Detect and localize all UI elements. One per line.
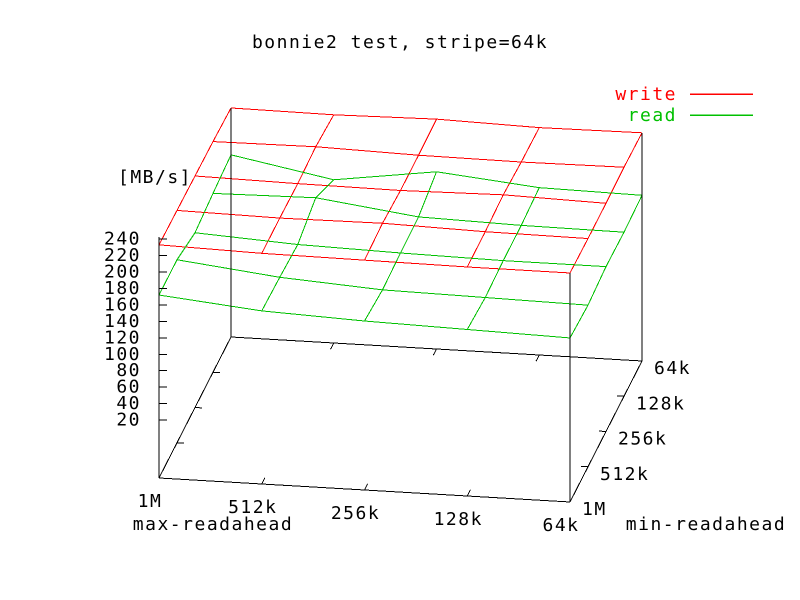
x-tick-label: 1M: [138, 491, 163, 512]
z-tick-label: 120: [104, 327, 141, 348]
z-tick-label: 80: [116, 360, 141, 381]
y-axis-label: min-readahead: [626, 514, 786, 535]
mesh-col-write: [261, 114, 335, 254]
mesh-row-read: [194, 232, 607, 268]
z-tick-label: 240: [104, 229, 141, 250]
mesh-col-read: [158, 154, 232, 296]
mesh-col-write: [158, 107, 232, 246]
surface-meshes: [158, 107, 643, 339]
mesh-row-write: [158, 244, 571, 274]
z-tick-label: 200: [104, 262, 141, 283]
x-tick-label: 128k: [434, 509, 483, 530]
y-tick-label: 64k: [654, 358, 691, 379]
x-axis-label: max-readahead: [133, 514, 293, 535]
z-tick-label: 220: [104, 245, 141, 266]
z-axis-label: [MB/s]: [118, 167, 192, 188]
mesh-col-read: [364, 171, 437, 322]
z-tick-label: 100: [104, 344, 141, 365]
legend-label-read: read: [628, 105, 677, 126]
x-tick: [466, 489, 471, 497]
x-tick: [261, 477, 266, 485]
x-tick-mirror: [227, 336, 232, 344]
y-tick-label: 128k: [636, 393, 685, 414]
mesh-row-read: [176, 259, 589, 306]
mesh-col-read: [261, 179, 335, 312]
x-tick-mirror: [638, 360, 643, 368]
x-tick-label: 512k: [228, 497, 277, 518]
axes: [158, 107, 643, 503]
x-tick-mirror: [432, 348, 437, 356]
z-tick-label: 40: [116, 393, 141, 414]
chart-title: bonnie2 test, stripe=64k: [252, 32, 548, 53]
y-tick-label: 256k: [618, 429, 667, 450]
mesh-col-write: [569, 132, 643, 274]
x-tick: [158, 471, 163, 479]
z-tick-label: 180: [104, 278, 141, 299]
z-tick-label: 60: [116, 377, 141, 398]
mesh-read: [158, 154, 643, 339]
mesh-col-read: [466, 187, 540, 330]
mesh-write: [158, 107, 643, 274]
mesh-col-read: [569, 195, 643, 339]
mesh-row-write: [230, 107, 643, 134]
mesh-col-write: [364, 118, 437, 261]
x-tick-mirror: [330, 342, 335, 350]
x-tick: [364, 483, 369, 491]
z-tick-label: 160: [104, 294, 141, 315]
x-tick-label: 256k: [331, 503, 380, 524]
mesh-row-read: [230, 154, 643, 196]
x-tick-label: 64k: [542, 515, 579, 536]
y-tick-label: 1M: [582, 499, 607, 520]
mesh-row-read: [158, 294, 571, 339]
mesh-col-write: [466, 127, 540, 268]
x-tick: [569, 495, 574, 503]
z-tick-label: 140: [104, 311, 141, 332]
z-tick-label: 20: [116, 410, 141, 431]
x-tick-mirror: [535, 354, 540, 362]
legend-label-write: write: [615, 84, 677, 105]
y-tick-label: 512k: [600, 464, 649, 485]
